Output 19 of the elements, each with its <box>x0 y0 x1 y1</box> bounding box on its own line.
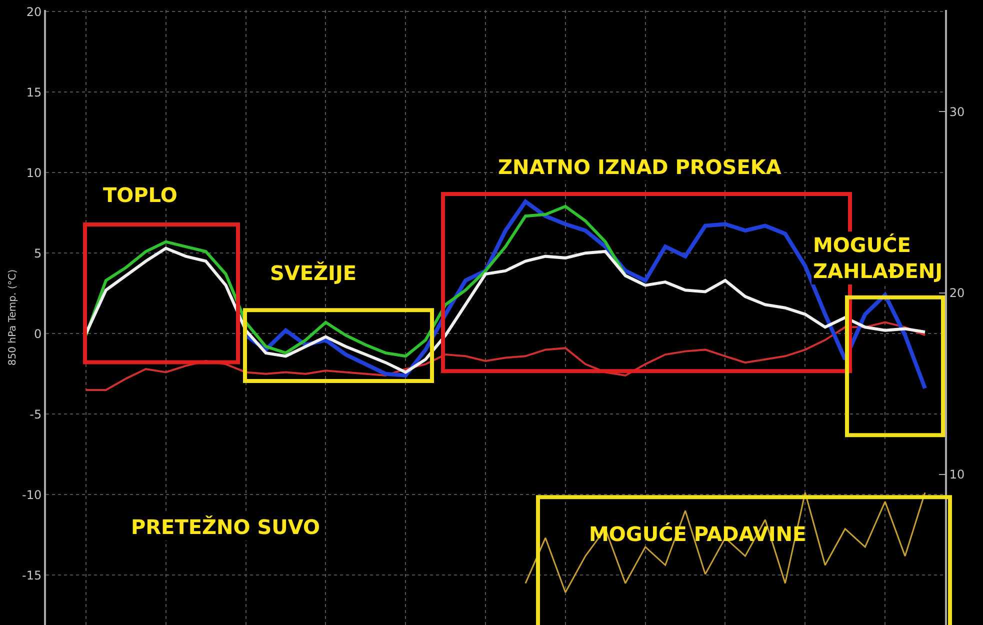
annotation: TOPLO <box>103 183 178 207</box>
annotation: MOGUĆE ZAHLAĐENJ <box>813 233 943 283</box>
y2-tick-label: 10 <box>949 468 965 482</box>
y-tick-label: 5 <box>34 246 42 260</box>
y-axis-title: 850 hPa Temp. (°C) <box>7 269 18 366</box>
y2-tick-label: 30 <box>949 104 965 119</box>
y-tick-label: -5 <box>30 407 42 422</box>
y-tick-label: -10 <box>22 488 42 502</box>
y-tick-label: -15 <box>22 568 42 582</box>
y2-tick-label: 20 <box>949 286 965 300</box>
y-tick-label: 20 <box>26 4 42 19</box>
y-tick-label: 0 <box>34 326 42 341</box>
line-series <box>84 321 926 391</box>
annotation: SVEŽIJE <box>270 261 357 285</box>
y-tick-label: 10 <box>26 166 42 180</box>
y-tick-label: 15 <box>26 85 42 100</box>
line-series <box>524 492 926 594</box>
annotation: PRETEŽNO SUVO <box>131 515 320 539</box>
annotation: ZNATNO IZNAD PROSEKA <box>498 155 782 179</box>
